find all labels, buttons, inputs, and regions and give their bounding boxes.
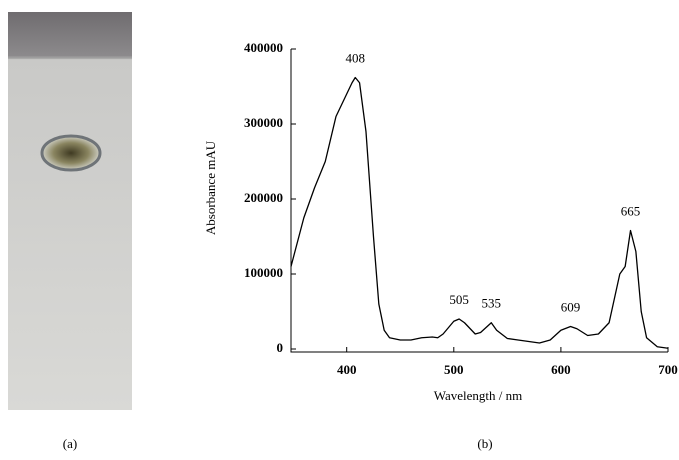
y-tick-label: 0 [277,340,284,355]
y-tick-label: 300000 [244,115,283,130]
y-tick-label: 200000 [244,190,283,205]
spot [40,134,102,172]
spectrum-line [290,76,669,349]
y-tick-label: 400000 [244,40,283,55]
peak-label: 535 [482,296,502,311]
peak-label: 505 [449,292,469,307]
peak-label: 665 [621,203,641,218]
x-tick-label: 700 [658,362,678,377]
x-tick-label: 400 [337,362,357,377]
peak-label: 408 [346,50,366,65]
x-axis-label: Wavelength / nm [434,388,523,403]
x-tick-label: 600 [551,362,571,377]
axes [290,49,668,353]
panel-label: (a) [63,436,77,451]
panel-label: (b) [477,436,492,451]
y-tick-label: 100000 [244,265,283,280]
tlc-photo [8,12,132,410]
peak-label: 609 [561,299,581,314]
plate [8,12,132,410]
x-tick-label: 500 [444,362,464,377]
y-axis-label: Absorbance mAU [203,140,218,235]
